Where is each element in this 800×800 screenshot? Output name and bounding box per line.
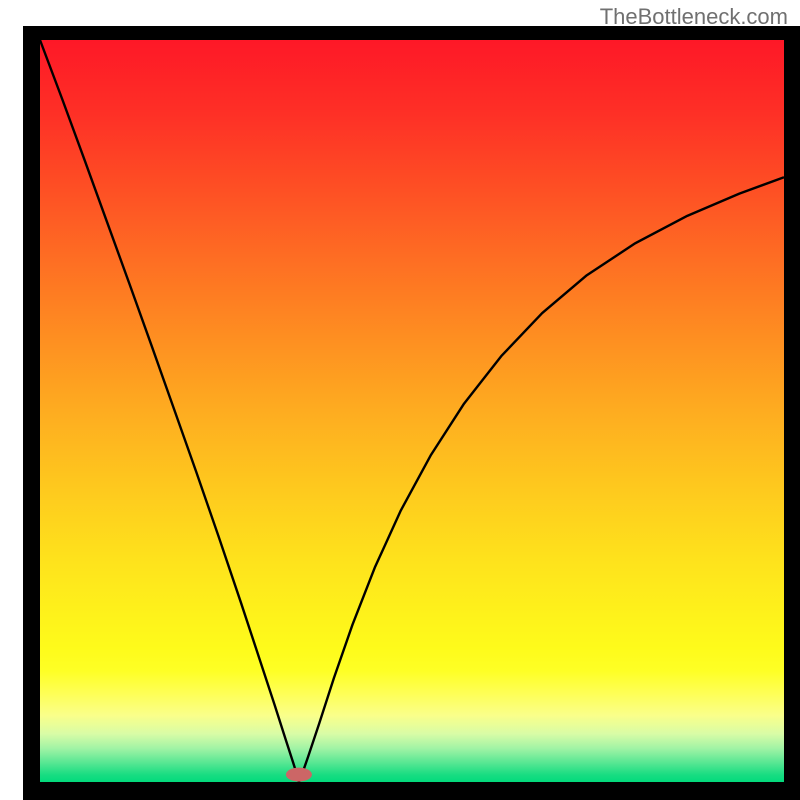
plot-background xyxy=(40,40,784,782)
chart-container: TheBottleneck.com xyxy=(0,0,800,800)
watermark-text: TheBottleneck.com xyxy=(600,4,788,30)
minimum-marker xyxy=(286,768,312,782)
bottleneck-chart xyxy=(0,0,800,800)
